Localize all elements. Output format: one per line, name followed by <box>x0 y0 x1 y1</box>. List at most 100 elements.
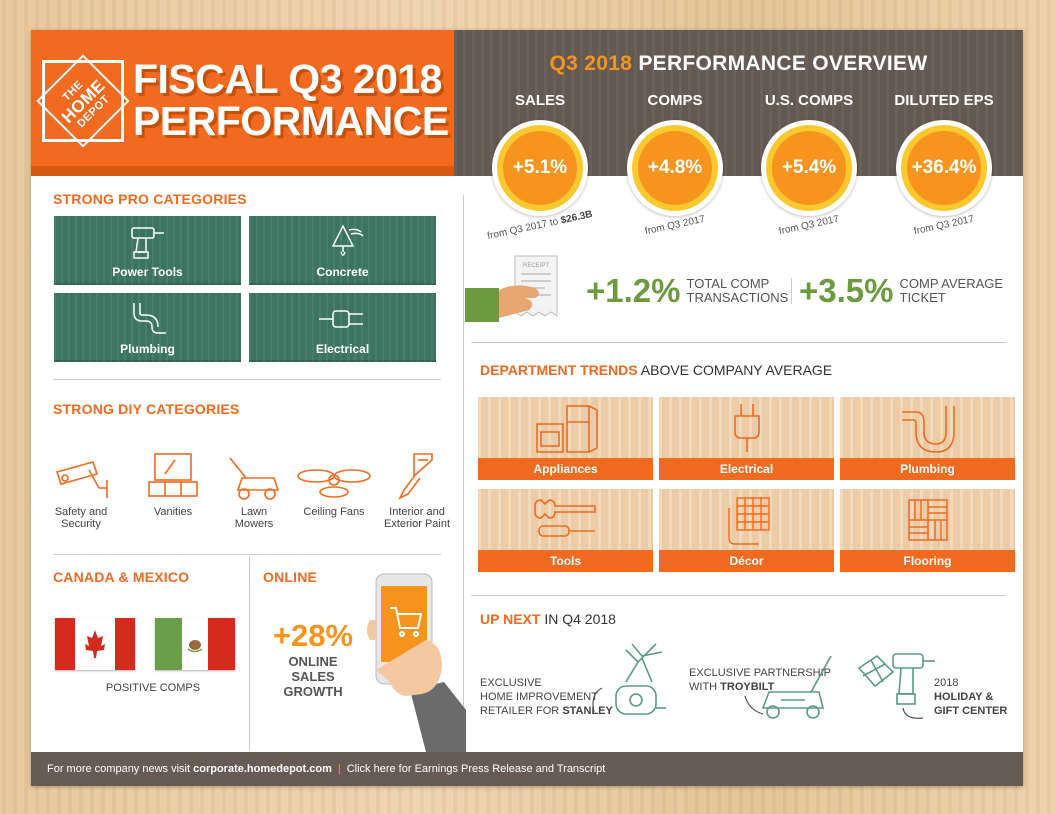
metric-sub-text: from Q3 2017 <box>643 213 707 238</box>
stats-divider <box>791 278 792 304</box>
metric-sub-bold: $26.3B <box>559 208 594 227</box>
metric-label: SALES <box>514 92 565 109</box>
dept-electrical: Electrical <box>659 397 834 480</box>
title-line-1: FISCAL Q3 2018 <box>133 56 442 102</box>
metric-value: +5.1% <box>503 131 577 205</box>
ticket-value: +3.5% <box>799 272 894 309</box>
upnext-stanley: EXCLUSIVE HOME IMPROVEMENT RETAILER FOR … <box>480 676 613 718</box>
canada-flag <box>55 618 135 670</box>
earnings-release-link[interactable]: Click here for Earnings Press Release an… <box>346 763 606 775</box>
flooring-icon <box>840 493 1015 547</box>
gift-drill-icon <box>851 642 941 722</box>
diy-label: Vanities <box>133 506 213 518</box>
plug-icon <box>249 299 436 339</box>
metric-diluted-eps: DILUTED EPS +36.4% from Q3 2017 <box>879 92 1009 237</box>
overview-title-rest: PERFORMANCE OVERVIEW <box>638 52 928 75</box>
metric-label: U.S. COMPS <box>764 92 854 109</box>
online-label-1: ONLINE SALES <box>288 654 338 684</box>
infographic-card: THE HOME DEPOT FISCAL Q3 2018 PERFORMANC… <box>31 30 1023 786</box>
online-heading: ONLINE <box>263 569 318 585</box>
pipe-icon <box>54 299 241 339</box>
diy-safety-security: Safety and Security <box>41 450 121 530</box>
metric-sub-text: from Q3 2017 <box>912 213 976 238</box>
online-stat: +28% ONLINE SALES GROWTH <box>267 618 359 699</box>
upnext-brand: STANLEY <box>562 705 613 717</box>
metric-sub-text: from Q3 2017 <box>777 213 841 238</box>
online-label: ONLINE SALES GROWTH <box>267 654 359 699</box>
upnext-heading-bold: UP NEXT <box>480 611 541 627</box>
comp-average-ticket: +3.5% COMP AVERAGE TICKET <box>799 272 1003 310</box>
pro-tile-electrical: Electrical <box>249 293 436 362</box>
upnext-line: HOLIDAY & <box>934 691 994 703</box>
online-label-2: GROWTH <box>283 684 343 699</box>
logo-inner: THE HOME DEPOT <box>36 54 130 148</box>
mexico-flag <box>155 618 235 670</box>
pipe-icon <box>840 401 1015 455</box>
metric-sales: SALES +5.1% from Q3 2017 to $26.3B <box>475 92 605 242</box>
metric-circle: +5.4% <box>761 120 857 216</box>
diy-label-1: Lawn <box>240 506 268 518</box>
trends-heading-bold: DEPARTMENT TRENDS <box>480 362 638 378</box>
upnext-troybilt: EXCLUSIVE PARTNERSHIP WITH TROYBILT <box>689 666 831 694</box>
section-divider <box>249 556 250 750</box>
diy-ceiling-fans: Ceiling Fans <box>294 450 374 518</box>
metric-value: +36.4% <box>907 131 981 205</box>
dept-decor: Décor <box>659 489 834 572</box>
vanity-icon <box>133 450 213 502</box>
metric-ring: +5.1% <box>497 125 583 211</box>
transactions-label-2: TRANSACTIONS <box>686 290 789 305</box>
metric-label: COMPS <box>647 92 703 109</box>
diy-label-2: Exterior Paint <box>383 518 451 530</box>
appliances-icon <box>478 401 653 455</box>
metric-value: +4.8% <box>638 131 712 205</box>
dept-label: Tools <box>478 550 653 572</box>
upnext-line: WITH <box>689 681 721 693</box>
dept-label: Flooring <box>840 550 1015 572</box>
metric-sub-text: from Q3 2017 to <box>486 216 560 243</box>
comp-transactions: +1.2% TOTAL COMP TRANSACTIONS <box>586 272 788 310</box>
trends-heading: DEPARTMENT TRENDS ABOVE COMPANY AVERAGE <box>480 362 832 378</box>
diy-label-1: Ceiling Fans <box>303 506 365 518</box>
pro-tile-power-tools: Power Tools <box>54 216 241 285</box>
trowel-icon <box>249 222 436 262</box>
ceiling-fan-icon <box>294 450 374 502</box>
corporate-site-link[interactable]: corporate.homedepot.com <box>193 763 332 775</box>
metric-value: +5.4% <box>772 131 846 205</box>
dept-plumbing: Plumbing <box>840 397 1015 480</box>
dept-label: Electrical <box>659 458 834 480</box>
divider <box>471 342 1006 343</box>
diy-label-1: Interior and <box>389 506 445 518</box>
upnext-line: GIFT CENTER <box>934 705 1008 717</box>
title-line-2: PERFORMANCE <box>133 98 449 144</box>
diy-label: Interior and Exterior Paint <box>377 506 457 530</box>
upnext-heading-rest: IN Q4 2018 <box>544 611 616 627</box>
diy-label-2: Security <box>61 518 101 530</box>
center-divider <box>463 195 464 750</box>
upnext-line: HOME IMPROVEMENT <box>480 691 598 703</box>
diy-lawn-mowers: Lawn Mowers <box>214 450 294 530</box>
dept-label: Décor <box>659 550 834 572</box>
power-drill-icon <box>54 222 241 262</box>
online-value: +28% <box>272 618 354 653</box>
lawn-mower-icon <box>741 650 841 722</box>
ticket-label: COMP AVERAGE TICKET <box>900 277 1004 305</box>
tile-label: Electrical <box>315 342 370 356</box>
dept-tools: Tools <box>478 489 653 572</box>
diy-heading: STRONG DIY CATEGORIES <box>53 401 240 417</box>
diy-label: Ceiling Fans <box>294 506 374 518</box>
metric-ring: +4.8% <box>632 125 718 211</box>
metric-circle: +4.8% <box>627 120 723 216</box>
upnext-line: EXCLUSIVE PARTNERSHIP <box>689 667 832 679</box>
upnext-brand: TROYBILT <box>720 681 775 693</box>
divider <box>471 595 1006 596</box>
metric-us-comps: U.S. COMPS +5.4% from Q3 2017 <box>744 92 874 237</box>
ticket-label-1: COMP AVERAGE <box>899 276 1004 291</box>
diy-label-1: Vanities <box>153 506 193 518</box>
tile-label: Power Tools <box>112 265 183 279</box>
dept-flooring: Flooring <box>840 489 1015 572</box>
metric-ring: +36.4% <box>901 125 987 211</box>
paint-brush-icon <box>377 450 457 502</box>
diy-label-2: Mowers <box>234 518 274 530</box>
tile-label: Plumbing <box>120 342 175 356</box>
overview-title: Q3 2018 PERFORMANCE OVERVIEW <box>454 52 1023 76</box>
